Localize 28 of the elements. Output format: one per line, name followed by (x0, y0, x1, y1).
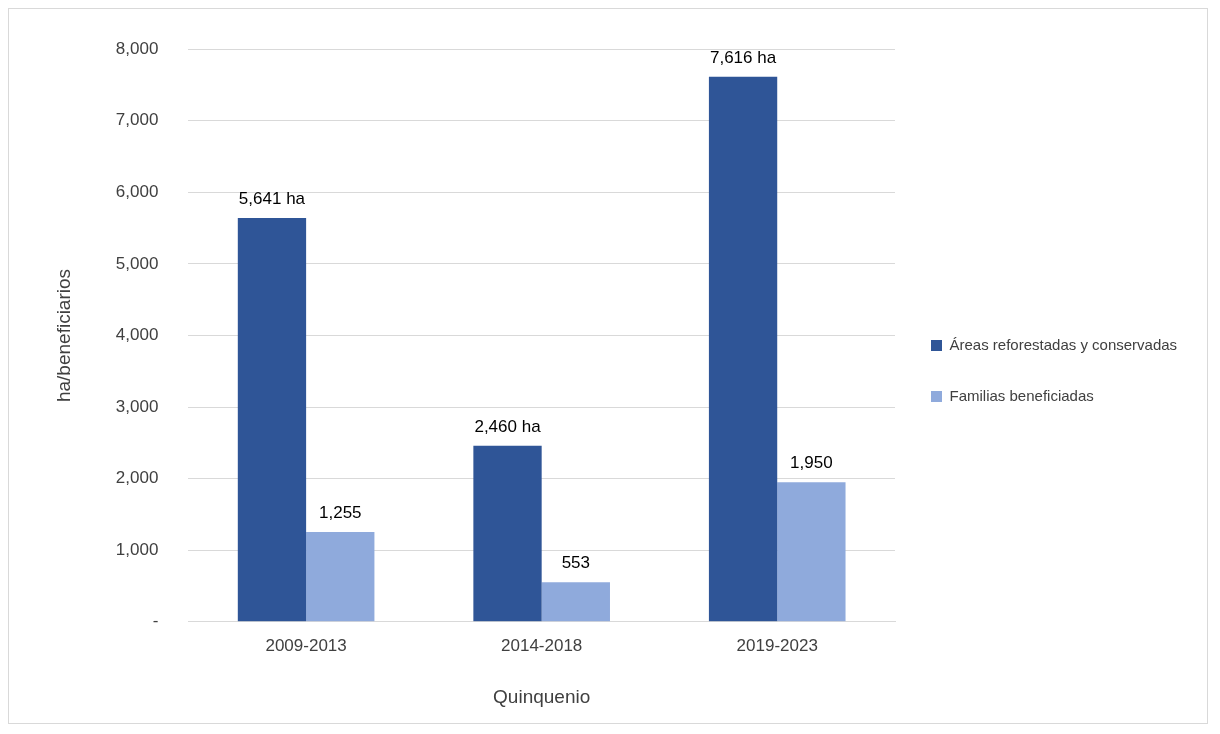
bar (473, 445, 542, 622)
data-label: 5,641 ha (238, 189, 306, 209)
y-tick-label: 2,000 (115, 468, 159, 488)
x-tick-label: 2019-2023 (736, 635, 818, 655)
data-label: 553 (561, 553, 591, 573)
data-label: 1,950 (790, 453, 833, 473)
y-tick-label: 5,000 (115, 253, 159, 273)
x-tick-label: 2009-2013 (265, 635, 347, 655)
data-label: 7,616 ha (709, 47, 777, 67)
y-axis-title: ha/beneficiarios (52, 268, 74, 403)
y-tick-label: - (152, 611, 159, 631)
y-tick-label: 8,000 (115, 38, 159, 58)
data-label: 1,255 (319, 503, 362, 523)
y-tick-label: 1,000 (115, 539, 159, 559)
x-axis-title: Quinquenio (493, 685, 591, 707)
y-tick-label: 3,000 (115, 396, 159, 416)
bar (237, 218, 307, 622)
bar (777, 482, 846, 622)
x-tick-label: 2014-2018 (501, 635, 583, 655)
data-label: 2,460 ha (474, 416, 542, 436)
legend-label: Áreas reforestadas y conservadas (949, 335, 1178, 353)
bar (306, 531, 375, 622)
bar (541, 582, 610, 622)
bar (708, 76, 778, 622)
legend-label: Familias beneficiadas (949, 386, 1094, 404)
y-tick-label: 6,000 (115, 182, 159, 202)
y-tick-label: 7,000 (115, 110, 159, 130)
y-tick-label: 4,000 (115, 325, 159, 345)
